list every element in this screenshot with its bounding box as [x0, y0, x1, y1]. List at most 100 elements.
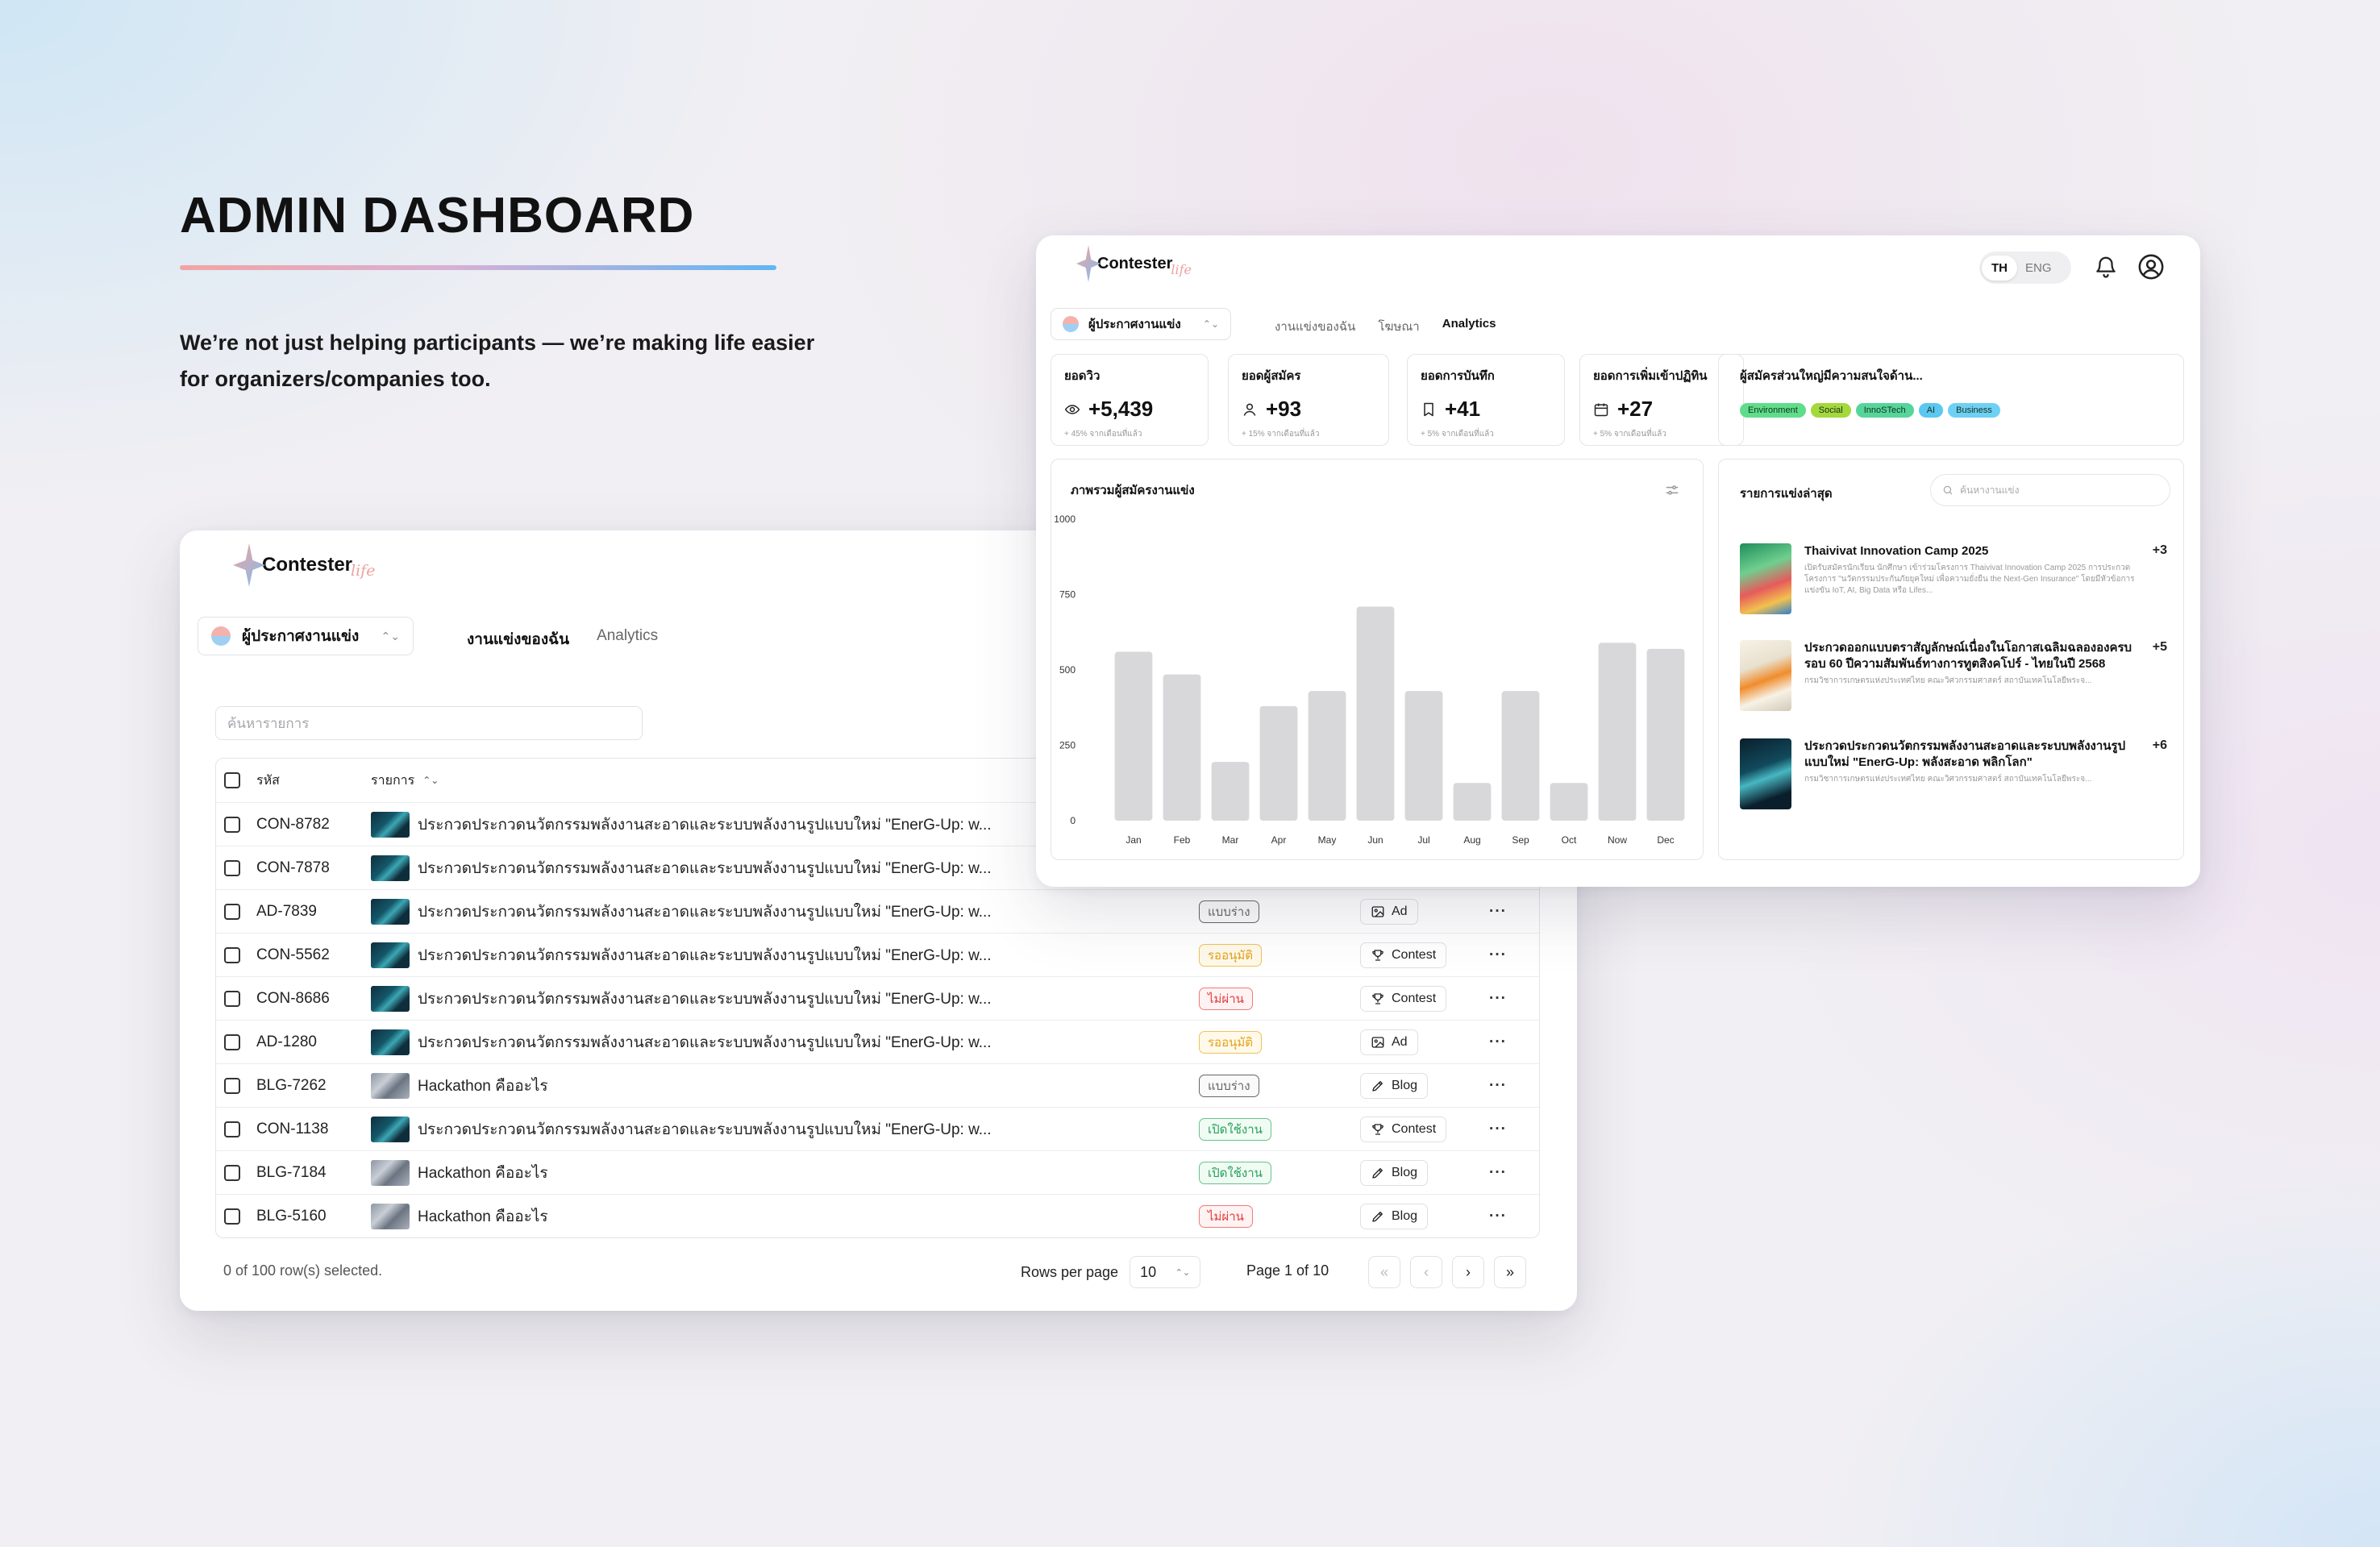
- table-row[interactable]: CON-7878 ประกวดประกวดนวัตกรรมพลังงานสะอาด…: [216, 846, 1539, 889]
- search-input[interactable]: ค้นหารายการ: [215, 706, 643, 740]
- row-checkbox[interactable]: [224, 1121, 240, 1137]
- bar-now[interactable]: [1598, 643, 1637, 821]
- next-page-button[interactable]: ›: [1452, 1256, 1484, 1288]
- tab-analytics[interactable]: Analytics: [1442, 317, 1496, 331]
- last-page-button[interactable]: »: [1494, 1256, 1526, 1288]
- more-options-icon[interactable]: ···: [1489, 1207, 1507, 1225]
- tab-my-contests[interactable]: งานแข่งของฉัน: [1275, 320, 1356, 334]
- row-title[interactable]: ประกวดประกวดนวัตกรรมพลังงานสะอาดและระบบพ…: [418, 1121, 992, 1138]
- rows-per-page-select[interactable]: 10 ⌃⌄: [1130, 1256, 1201, 1288]
- row-checkbox[interactable]: [224, 1164, 240, 1181]
- bar-feb[interactable]: [1163, 674, 1201, 821]
- bar-jun[interactable]: [1356, 606, 1395, 821]
- row-title[interactable]: Hackathon คืออะไร: [418, 1208, 548, 1225]
- row-checkbox[interactable]: [224, 816, 240, 833]
- role-select[interactable]: ผู้ประกาศงานแข่ง ⌃⌄: [198, 617, 414, 655]
- language-eng[interactable]: ENG: [2025, 260, 2052, 275]
- table-row[interactable]: BLG-7262 Hackathon คืออะไร แบบร่าง Blog ···: [216, 1063, 1539, 1107]
- interest-tag: AI: [1918, 403, 1944, 418]
- row-title-cell: ประกวดประกวดนวัตกรรมพลังงานสะอาดและระบบพ…: [371, 1029, 1113, 1055]
- row-checkbox[interactable]: [224, 1208, 240, 1225]
- row-checkbox[interactable]: [224, 859, 240, 876]
- row-checkbox[interactable]: [224, 946, 240, 963]
- row-thumbnail: [371, 811, 410, 838]
- status-cell: รออนุมัติ: [1199, 943, 1262, 967]
- row-title[interactable]: Hackathon คืออะไร: [418, 1077, 548, 1095]
- calendar-icon: [1593, 401, 1609, 418]
- interest-tag: Environment: [1740, 403, 1806, 418]
- type-label: Blog: [1392, 1165, 1418, 1179]
- status-cell: ไม่ผ่าน: [1199, 987, 1253, 1010]
- more-options-icon[interactable]: ···: [1489, 989, 1507, 1007]
- row-title[interactable]: ประกวดประกวดนวัตกรรมพลังงานสะอาดและระบบพ…: [418, 903, 992, 921]
- contest-search-input[interactable]: ค้นหางานแข่ง: [1930, 474, 2170, 506]
- brand-logo[interactable]: Contester life: [233, 543, 375, 587]
- language-toggle[interactable]: TH ENG: [1979, 252, 2071, 284]
- table-row[interactable]: BLG-5160 Hackathon คืออะไร ไม่ผ่าน Blog ···: [216, 1194, 1539, 1237]
- tab-analytics[interactable]: Analytics: [597, 627, 659, 644]
- row-checkbox[interactable]: [224, 1033, 240, 1050]
- status-badge: เปิดใช้งาน: [1199, 1161, 1271, 1184]
- user-account-icon[interactable]: [2137, 253, 2165, 281]
- row-title[interactable]: ประกวดประกวดนวัตกรรมพลังงานสะอาดและระบบพ…: [418, 1033, 992, 1051]
- row-thumbnail: [371, 1116, 410, 1142]
- bar-apr[interactable]: [1259, 705, 1298, 821]
- select-all-checkbox[interactable]: [224, 772, 240, 788]
- tab-my-contests[interactable]: งานแข่งของฉัน: [467, 631, 570, 648]
- kpi-change: + 45% จากเดือนที่แล้ว: [1064, 430, 1142, 439]
- contest-description: กรมวิชาการเกษตรแห่งประเทศไทย คณะวิศวกรรม…: [1804, 676, 2092, 685]
- row-title[interactable]: Hackathon คืออะไร: [418, 1164, 548, 1182]
- brand-name: Contester: [1097, 254, 1173, 272]
- more-options-icon[interactable]: ···: [1489, 1120, 1507, 1137]
- more-options-icon[interactable]: ···: [1489, 1076, 1507, 1094]
- table-row[interactable]: BLG-7184 Hackathon คืออะไร เปิดใช้งาน Blog ·…: [216, 1150, 1539, 1194]
- latest-contest-item[interactable]: Thaivivat Innovation Camp 2025 เปิดรับสมั…: [1740, 543, 2167, 614]
- latest-contest-item[interactable]: ประกวดประกวดนวัตกรรมพลังงานสะอาดและระบบพ…: [1740, 738, 2167, 809]
- row-code: CON-7878: [256, 859, 330, 876]
- row-thumbnail: [371, 1159, 410, 1186]
- table-row[interactable]: CON-1138 ประกวดประกวดนวัตกรรมพลังงานสะอาด…: [216, 1107, 1539, 1150]
- row-title[interactable]: ประกวดประกวดนวัตกรรมพลังงานสะอาดและระบบพ…: [418, 946, 992, 964]
- bar-mar[interactable]: [1211, 762, 1250, 821]
- bar-jul[interactable]: [1404, 691, 1443, 821]
- row-checkbox[interactable]: [224, 903, 240, 920]
- bar-oct[interactable]: [1550, 783, 1588, 821]
- more-options-icon[interactable]: ···: [1489, 1033, 1507, 1050]
- table-row[interactable]: CON-8686 ประกวดประกวดนวัตกรรมพลังงานสะอาด…: [216, 976, 1539, 1020]
- table-row[interactable]: CON-8782 ประกวดประกวดนวัตกรรมพลังงานสะอาด…: [216, 802, 1539, 846]
- sort-icon[interactable]: ⌃⌄: [422, 775, 439, 786]
- more-options-icon[interactable]: ···: [1489, 1163, 1507, 1181]
- row-title[interactable]: ประกวดประกวดนวัตกรรมพลังงานสะอาดและระบบพ…: [418, 816, 992, 834]
- y-tick-label: 500: [1059, 664, 1076, 676]
- status-badge: รออนุมัติ: [1199, 943, 1262, 967]
- row-thumbnail: [371, 1203, 410, 1229]
- column-header-title[interactable]: รายการ ⌃⌄: [371, 771, 1113, 791]
- more-options-icon[interactable]: ···: [1489, 902, 1507, 920]
- bar-dec[interactable]: [1646, 648, 1685, 821]
- latest-contest-item[interactable]: ประกวดออกแบบตราสัญลักษณ์เนื่องในโอกาสเฉล…: [1740, 640, 2167, 711]
- row-checkbox[interactable]: [224, 990, 240, 1007]
- filter-settings-icon[interactable]: [1664, 482, 1680, 498]
- first-page-button[interactable]: «: [1368, 1256, 1400, 1288]
- more-options-icon[interactable]: ···: [1489, 946, 1507, 963]
- row-title-cell: ประกวดประกวดนวัตกรรมพลังงานสะอาดและระบบพ…: [371, 811, 1113, 838]
- bar-aug[interactable]: [1453, 783, 1492, 821]
- row-title[interactable]: ประกวดประกวดนวัตกรรมพลังงานสะอาดและระบบพ…: [418, 990, 992, 1008]
- language-th[interactable]: TH: [1982, 255, 2017, 281]
- bar-jan[interactable]: [1114, 651, 1153, 821]
- bar-sep[interactable]: [1501, 691, 1540, 821]
- table-row[interactable]: CON-5562 ประกวดประกวดนวัตกรรมพลังงานสะอาด…: [216, 933, 1539, 976]
- new-applicants-count: +5: [2152, 640, 2167, 654]
- brand-logo[interactable]: Contester life: [1076, 245, 1192, 282]
- role-select[interactable]: ผู้ประกาศงานแข่ง ⌃⌄: [1051, 308, 1231, 340]
- contest-text: Thaivivat Innovation Camp 2025 เปิดรับสมั…: [1804, 543, 2167, 614]
- previous-page-button[interactable]: ‹: [1410, 1256, 1442, 1288]
- type-chip: Blog: [1360, 1159, 1429, 1186]
- row-checkbox[interactable]: [224, 1077, 240, 1094]
- table-row[interactable]: AD-1280 ประกวดประกวดนวัตกรรมพลังงานสะอาดแ…: [216, 1020, 1539, 1063]
- tab-ads[interactable]: โฆษณา: [1378, 320, 1420, 334]
- table-row[interactable]: AD-7839 ประกวดประกวดนวัตกรรมพลังงานสะอาดแ…: [216, 889, 1539, 933]
- row-title[interactable]: ประกวดประกวดนวัตกรรมพลังงานสะอาดและระบบพ…: [418, 859, 992, 877]
- bar-may[interactable]: [1308, 691, 1346, 821]
- bell-icon[interactable]: [2094, 255, 2118, 279]
